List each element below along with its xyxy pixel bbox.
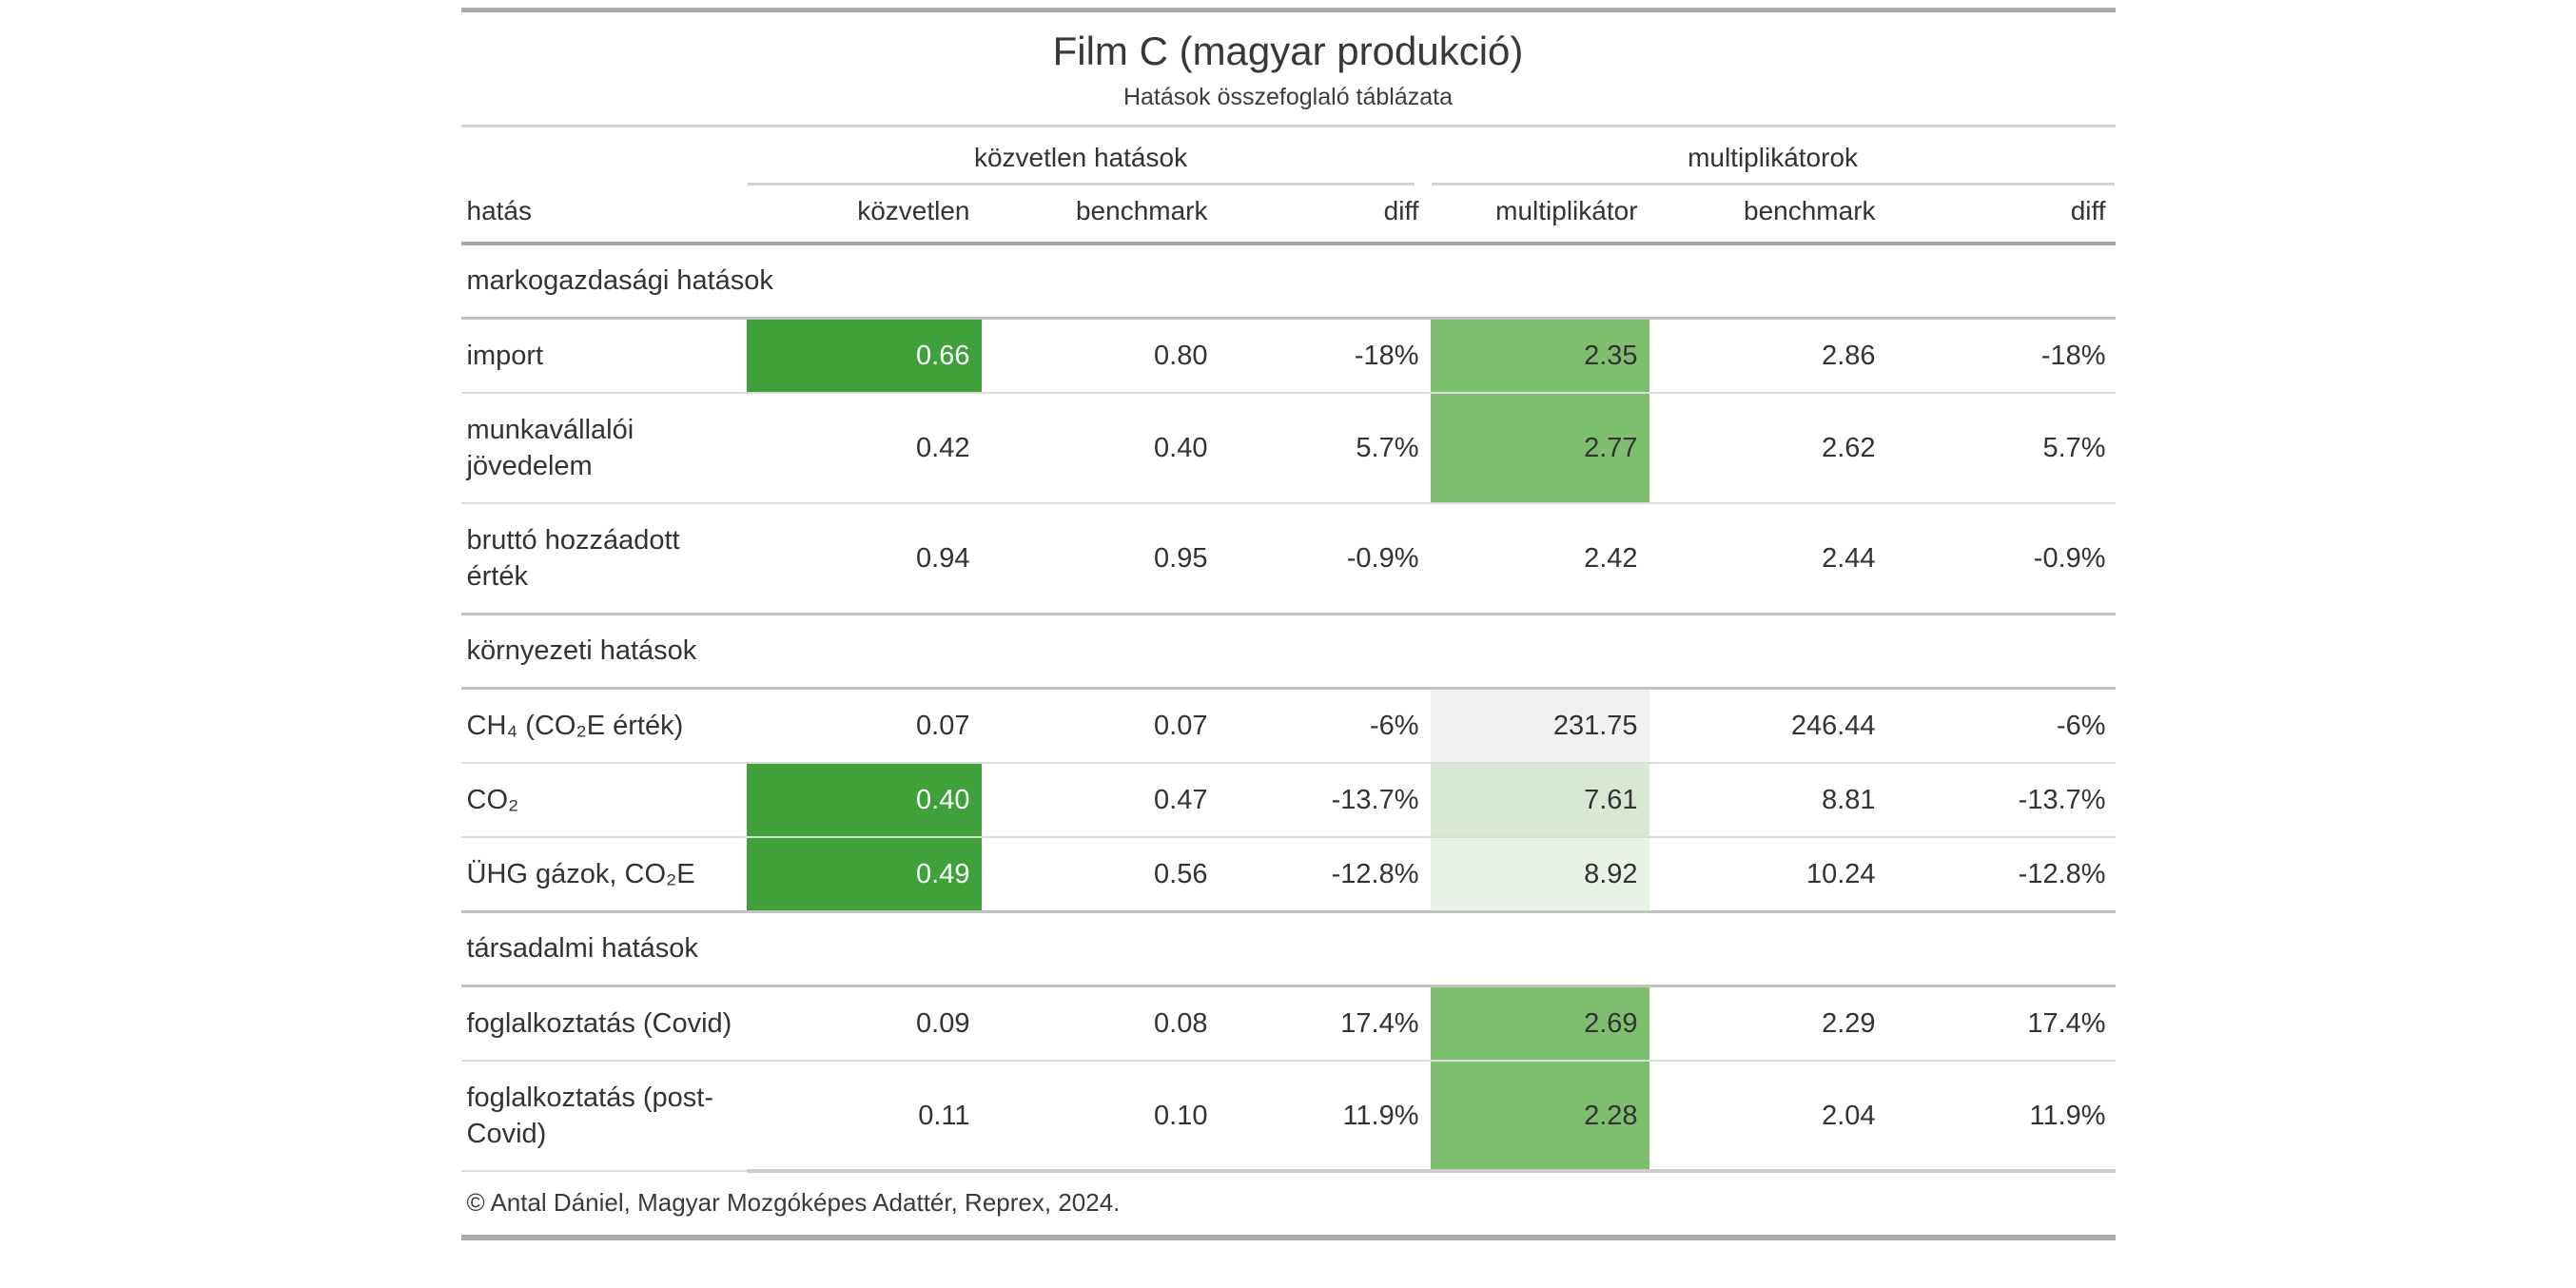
table-subtitle: Hatások összefoglaló táblázata bbox=[1122, 84, 1454, 110]
table-cell: 0.94 bbox=[746, 503, 982, 615]
col-header-diff-1: diff bbox=[1219, 186, 1431, 245]
spanner-row: közvetlen hatások multiplikátorok bbox=[461, 127, 2116, 186]
source-note: © Antal Dániel, Magyar Mozgóképes Adatté… bbox=[460, 1171, 2116, 1240]
table-cell: 2.44 bbox=[1649, 503, 1887, 615]
table-cell: -13.7% bbox=[1886, 763, 2116, 838]
table-row: foglalkoztatás (post-Covid) 0.11 0.10 11.9%… bbox=[460, 1061, 2116, 1173]
table-cell: 17.4% bbox=[1886, 986, 2116, 1062]
table-cell: 231.75 bbox=[1430, 688, 1649, 764]
table-row: bruttó hozzáadott érték 0.94 0.95 -0.9% 2.42… bbox=[460, 503, 2116, 615]
table-body: markogazdasági hatások import 0.66 0.80 -18%… bbox=[460, 242, 2116, 1173]
table-cell: -0.9% bbox=[1219, 503, 1431, 615]
table-cell: 7.61 bbox=[1430, 763, 1649, 838]
table-cell: 2.28 bbox=[1430, 1061, 1649, 1173]
table-cell: 0.66 bbox=[746, 318, 982, 394]
table-cell: 246.44 bbox=[1649, 688, 1887, 764]
col-header-hatas: hatás bbox=[460, 186, 747, 245]
table-cell: -12.8% bbox=[1219, 837, 1431, 913]
row-label: ÜHG gázok, CO₂E bbox=[460, 837, 747, 913]
spanner-multipliers: multiplikátorok bbox=[1431, 127, 2116, 186]
table-row: CO₂ 0.40 0.47 -13.7% 7.61 8.81 -13.7% bbox=[460, 763, 2116, 838]
table-cell: 0.07 bbox=[746, 688, 982, 764]
row-label: CO₂ bbox=[460, 763, 747, 838]
table-cell: 17.4% bbox=[1219, 986, 1431, 1062]
table-cell: 0.08 bbox=[981, 986, 1220, 1062]
table-cell: 10.24 bbox=[1649, 837, 1887, 913]
table-cell: 0.95 bbox=[981, 503, 1220, 615]
table-cell: 0.80 bbox=[981, 318, 1220, 394]
spanner-direct-effects: közvetlen hatások bbox=[747, 127, 1431, 186]
row-label: foglalkoztatás (post-Covid) bbox=[460, 1061, 747, 1172]
column-label-row: hatás közvetlen benchmark diff multiplik… bbox=[460, 186, 2116, 245]
table-cell: -12.8% bbox=[1886, 837, 2116, 913]
table-row: munkavállalói jövedelem 0.42 0.40 5.7% 2.77 2… bbox=[460, 393, 2116, 504]
table-cell: 0.40 bbox=[981, 393, 1220, 504]
table-cell: 2.62 bbox=[1649, 393, 1887, 504]
row-label: bruttó hozzáadott érték bbox=[460, 503, 747, 615]
table-cell: -6% bbox=[1886, 688, 2116, 764]
col-header-benchmark-2: benchmark bbox=[1649, 186, 1887, 245]
table-cell: 11.9% bbox=[1219, 1061, 1431, 1173]
table-cell: 2.35 bbox=[1430, 318, 1649, 394]
table-cell: 0.56 bbox=[981, 837, 1220, 913]
table-cell: -6% bbox=[1219, 688, 1431, 764]
table-heading: Film C (magyar produkció) Hatások összef… bbox=[460, 8, 2116, 127]
table-cell: 2.04 bbox=[1649, 1061, 1887, 1173]
table-cell: -13.7% bbox=[1219, 763, 1431, 838]
table-cell: 0.40 bbox=[746, 763, 982, 838]
table-cell: -18% bbox=[1886, 318, 2116, 394]
table-cell: 2.77 bbox=[1430, 393, 1649, 504]
table-row: CH₄ (CO₂E érték) 0.07 0.07 -6% 231.75 246.44-… bbox=[460, 688, 2116, 764]
table-cell: 0.42 bbox=[746, 393, 982, 504]
table-cell: 11.9% bbox=[1886, 1061, 2116, 1173]
table-cell: 8.92 bbox=[1430, 837, 1649, 913]
group-header-label: társadalmi hatások bbox=[460, 910, 2116, 987]
col-header-kozvetlen: közvetlen bbox=[746, 186, 982, 245]
group-row: környezeti hatások bbox=[460, 613, 2116, 690]
col-header-multiplikator: multiplikátor bbox=[1430, 186, 1649, 245]
table-cell: 2.69 bbox=[1430, 986, 1649, 1062]
spanner-multipliers-label: multiplikátorok bbox=[1431, 143, 2115, 185]
table-cell: 0.07 bbox=[981, 688, 1220, 764]
table-cell: 2.86 bbox=[1649, 318, 1887, 394]
table-cell: 5.7% bbox=[1219, 393, 1431, 504]
table-cell: 5.7% bbox=[1886, 393, 2116, 504]
table-title: Film C (magyar produkció) bbox=[1052, 29, 1524, 73]
col-header-benchmark-1: benchmark bbox=[981, 186, 1220, 245]
table-row: foglalkoztatás (Covid) 0.09 0.08 17.4% 2.69 2… bbox=[460, 986, 2116, 1062]
group-header-label: környezeti hatások bbox=[460, 613, 2116, 690]
table-cell: 0.49 bbox=[746, 837, 982, 913]
table-cell: 2.42 bbox=[1430, 503, 1649, 615]
row-label: munkavállalói jövedelem bbox=[460, 393, 747, 504]
row-label: import bbox=[460, 318, 747, 394]
table-cell: -0.9% bbox=[1886, 503, 2116, 615]
group-row: markogazdasági hatások bbox=[460, 242, 2116, 320]
table-cell: -18% bbox=[1219, 318, 1431, 394]
table-row: import 0.66 0.80 -18% 2.35 2.86 -18% bbox=[460, 318, 2116, 394]
table-row: ÜHG gázok, CO₂E 0.49 0.56 -12.8% 8.92 10.24 -1… bbox=[460, 837, 2116, 913]
table-cell: 0.10 bbox=[981, 1061, 1220, 1173]
summary-table-container: Film C (magyar produkció) Hatások összef… bbox=[460, 0, 2116, 1240]
table-cell: 0.11 bbox=[746, 1061, 982, 1173]
table-cell: 0.47 bbox=[981, 763, 1220, 838]
spanner-stub-spacer bbox=[461, 127, 747, 186]
spanner-direct-effects-label: közvetlen hatások bbox=[747, 143, 1415, 185]
group-header-label: markogazdasági hatások bbox=[460, 242, 2116, 320]
group-row: társadalmi hatások bbox=[460, 910, 2116, 987]
table-cell: 8.81 bbox=[1649, 763, 1887, 838]
source-note-row: © Antal Dániel, Magyar Mozgóképes Adatté… bbox=[460, 1171, 2116, 1240]
col-header-diff-2: diff bbox=[1886, 186, 2116, 245]
table-cell: 2.29 bbox=[1649, 986, 1887, 1062]
row-label: foglalkoztatás (Covid) bbox=[460, 986, 747, 1062]
table-cell: 0.09 bbox=[746, 986, 982, 1062]
impacts-table: közvetlen hatások multiplikátorok hatás … bbox=[460, 127, 2116, 1240]
row-label: CH₄ (CO₂E érték) bbox=[460, 688, 747, 764]
